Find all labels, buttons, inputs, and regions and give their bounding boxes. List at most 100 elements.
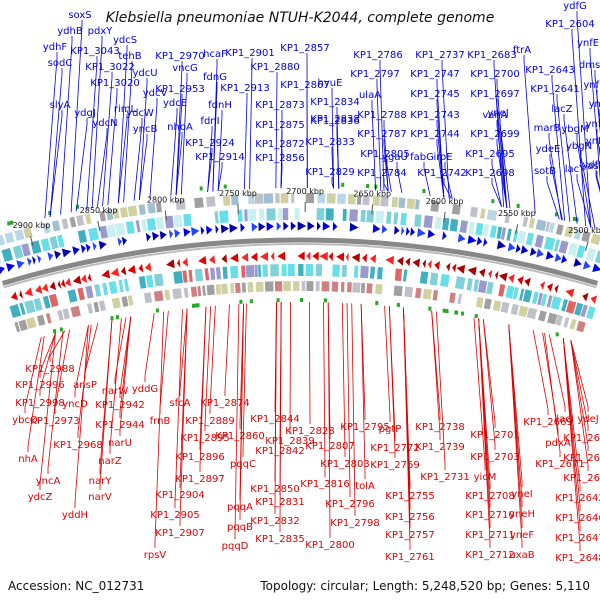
reverse-gene-leader xyxy=(570,340,589,431)
gene-block xyxy=(581,230,591,243)
gene-arrow xyxy=(349,222,359,232)
reverse-gene-label: KP1_2769 xyxy=(370,460,419,471)
gene-block xyxy=(14,321,21,333)
forward-gene-label: KP1_2970 xyxy=(155,51,204,62)
forward-gene-leader xyxy=(441,60,450,199)
gene-block xyxy=(105,209,114,221)
reverse-gene-leader xyxy=(289,302,291,434)
reverse-gene-label: KP1_2636 xyxy=(563,453,600,464)
reverse-gene-leader xyxy=(341,302,346,457)
gene-block xyxy=(594,250,600,264)
reverse-gene-leader xyxy=(174,309,183,508)
gene-block xyxy=(414,214,422,227)
gene-block xyxy=(375,210,385,224)
gene-block xyxy=(18,319,28,332)
forward-gene-leader xyxy=(331,147,334,189)
forward-gene-label: ydcS xyxy=(113,35,137,46)
reverse-gene-label: KP1_2944 xyxy=(95,420,144,431)
gene-block xyxy=(406,198,416,210)
reverse-gene-leader xyxy=(179,308,188,396)
gene-block xyxy=(555,224,564,236)
gene-arrow xyxy=(120,266,127,276)
gene-block xyxy=(219,210,229,223)
gene-arrow xyxy=(72,246,80,256)
green-marker xyxy=(196,303,200,308)
forward-gene-label: KP1_2872 xyxy=(255,139,304,150)
reverse-gene-leader xyxy=(39,332,56,396)
gene-arrow xyxy=(582,260,591,270)
reverse-gene-label: lacI xyxy=(556,414,573,425)
gene-arrow xyxy=(240,223,245,233)
gene-block xyxy=(93,301,100,313)
gene-block xyxy=(506,228,512,241)
reverse-gene-label: KP1_2860 xyxy=(215,431,264,442)
forward-gene-label: ynfJ xyxy=(586,119,600,130)
forward-gene-label: ydcN xyxy=(92,118,117,129)
green-marker xyxy=(249,299,253,304)
reverse-gene-leader xyxy=(119,316,132,418)
forward-gene-label: KP1_2875 xyxy=(255,120,304,131)
reverse-gene-label: KP1_2703 xyxy=(470,452,519,463)
reverse-gene-leader xyxy=(508,324,523,528)
gene-arrow xyxy=(85,243,91,253)
reverse-gene-leader xyxy=(532,330,549,415)
gene-block xyxy=(190,286,198,297)
reverse-gene-label: nhA xyxy=(18,454,38,465)
gene-arrow xyxy=(498,272,508,282)
gene-arrow xyxy=(582,292,589,302)
gene-arrow xyxy=(206,225,213,235)
gene-arrow xyxy=(270,251,275,261)
reverse-gene-label: pdxA xyxy=(545,438,571,449)
green-marker xyxy=(454,310,458,315)
gene-block xyxy=(547,312,558,325)
gene-arrow xyxy=(266,222,275,232)
gene-arrow xyxy=(183,227,191,237)
reverse-gene-label: frnB xyxy=(150,416,171,427)
forward-gene-label: KP1_2742 xyxy=(417,168,466,179)
forward-gene-label: ydcW xyxy=(126,108,154,119)
gene-arrow xyxy=(554,253,562,262)
reverse-gene-label: yneF xyxy=(510,530,534,541)
gene-arrow xyxy=(517,276,524,285)
forward-gene-label: KP1_2695 xyxy=(465,149,514,160)
gene-block xyxy=(24,299,36,314)
forward-gene-leader xyxy=(493,60,505,208)
forward-gene-leader xyxy=(576,11,592,228)
gene-arrow xyxy=(546,283,554,292)
green-marker xyxy=(223,184,227,189)
forward-gene-leader xyxy=(75,118,88,212)
forward-gene-leader xyxy=(556,94,571,222)
gene-block xyxy=(492,300,502,312)
gene-arrow xyxy=(241,252,249,262)
forward-gene-label: yncB xyxy=(133,124,158,135)
gene-block xyxy=(173,214,183,228)
gene-arrow xyxy=(57,280,62,289)
gene-arrow xyxy=(573,258,582,267)
gene-block xyxy=(518,305,529,318)
forward-gene-leader xyxy=(336,126,340,189)
forward-gene-label: KP1_2784 xyxy=(357,168,406,179)
gene-arrow xyxy=(554,284,559,294)
reverse-gene-leader xyxy=(179,308,188,488)
forward-gene-leader xyxy=(331,88,334,189)
forward-gene-leader xyxy=(444,162,453,199)
gene-arrow xyxy=(385,255,395,265)
forward-gene-label: ydeE xyxy=(536,144,561,155)
reverse-gene-leader xyxy=(360,303,366,479)
gene-arrow xyxy=(49,281,57,291)
scale-label: 2750 kbp xyxy=(219,189,257,198)
forward-gene-label: tehB xyxy=(118,51,141,62)
forward-gene-leader xyxy=(443,178,452,199)
green-marker xyxy=(572,216,576,221)
forward-gene-label: rimL xyxy=(114,104,137,115)
reverse-gene-label: ybcO xyxy=(12,415,38,426)
green-marker xyxy=(110,316,114,321)
gene-block xyxy=(580,304,588,318)
gene-arrow xyxy=(345,252,349,262)
reverse-gene-leader xyxy=(74,325,89,508)
gene-block xyxy=(538,310,547,322)
gene-arrow xyxy=(446,262,451,272)
gene-arrow xyxy=(397,256,404,266)
gene-block xyxy=(505,285,515,299)
